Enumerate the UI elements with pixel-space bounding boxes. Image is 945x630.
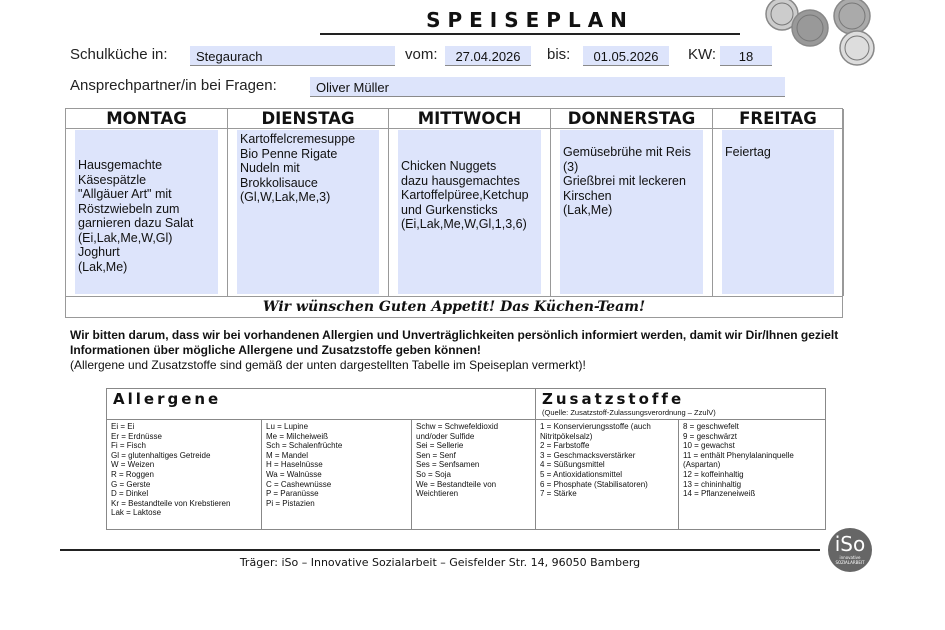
day-menu: Kartoffelcremesuppe Bio Penne Rigate Nud… — [237, 130, 379, 294]
additive-col: 1 = Konservierungsstoffe (auch Nitritpök… — [535, 419, 678, 530]
iso-logo: iSo innovative SOZIALARBEIT — [828, 528, 872, 572]
allergen-table: Allergene Zusatzstoffe (Quelle: Zusatzst… — [106, 388, 826, 530]
kw-field[interactable]: 18 — [720, 46, 772, 66]
day-menu: Gemüsebrühe mit Reis (3) Grießbrei mit l… — [560, 130, 703, 294]
to-label: bis: — [547, 46, 571, 63]
additive-col: 8 = geschwefelt 9 = geschwärzt 10 = gewa… — [678, 419, 825, 530]
day-thursday: DONNERSTAG Gemüsebrühe mit Reis (3) Grie… — [551, 109, 713, 296]
additives-source: (Quelle: Zusatzstoff-Zulassungsverordnun… — [542, 408, 716, 417]
from-date-field[interactable]: 27.04.2026 — [445, 46, 531, 66]
day-header: MITTWOCH — [389, 109, 550, 129]
notice-bold: Wir bitten darum, dass wir bei vorhanden… — [70, 328, 839, 357]
day-friday: FREITAG Feiertag — [713, 109, 844, 296]
day-menu: Chicken Nuggets dazu hausgemachtes Karto… — [398, 130, 541, 294]
allergy-notice: Wir bitten darum, dass wir bei vorhanden… — [70, 328, 870, 373]
allergens-title: Allergene — [113, 390, 222, 408]
menu-table: MONTAG Hausgemachte Käsespätzle "Allgäue… — [65, 108, 844, 318]
title-underline — [320, 33, 740, 35]
footer-text: Träger: iSo – Innovative Sozialarbeit – … — [239, 556, 641, 569]
school-label: Schulküche in: — [70, 46, 168, 63]
day-header: DONNERSTAG — [551, 109, 712, 129]
day-tuesday: DIENSTAG Kartoffelcremesuppe Bio Penne R… — [228, 109, 389, 296]
logo-text: iSo — [834, 532, 866, 556]
day-header: DIENSTAG — [228, 109, 388, 129]
day-monday: MONTAG Hausgemachte Käsespätzle "Allgäue… — [66, 109, 228, 296]
notice-normal: (Allergene und Zusatzstoffe sind gemäß d… — [70, 358, 586, 372]
day-menu: Hausgemachte Käsespätzle "Allgäuer Art" … — [75, 130, 218, 294]
footer-divider — [60, 549, 820, 551]
day-header: MONTAG — [66, 109, 227, 129]
plates-icon — [765, 0, 875, 66]
day-header: FREITAG — [713, 109, 843, 129]
page-title: SPEISEPLAN — [426, 8, 634, 32]
allergen-col: Schw = Schwefeldioxid und/oder Sulfide S… — [411, 419, 535, 530]
school-field[interactable]: Stegaurach — [190, 46, 395, 66]
wish-text: Wir wünschen Guten Appetit! Das Küchen-T… — [66, 296, 842, 318]
contact-label: Ansprechpartner/in bei Fragen: — [70, 77, 277, 94]
day-menu: Feiertag — [722, 130, 834, 294]
additives-title: Zusatzstoffe — [542, 390, 685, 408]
logo-subtext: innovative SOZIALARBEIT — [835, 555, 865, 565]
to-date-field[interactable]: 01.05.2026 — [583, 46, 669, 66]
additives-header: Zusatzstoffe (Quelle: Zusatzstoff-Zulass… — [535, 389, 825, 419]
allergen-col: Ei = Ei Er = Erdnüsse Fi = Fisch Gl = gl… — [107, 419, 261, 530]
allergen-col: Lu = Lupine Me = Milcheiweiß Sch = Schal… — [261, 419, 411, 530]
from-label: vom: — [405, 46, 438, 63]
kw-label: KW: — [688, 46, 717, 63]
day-wednesday: MITTWOCH Chicken Nuggets dazu hausgemach… — [389, 109, 551, 296]
contact-field[interactable]: Oliver Müller — [310, 77, 785, 97]
